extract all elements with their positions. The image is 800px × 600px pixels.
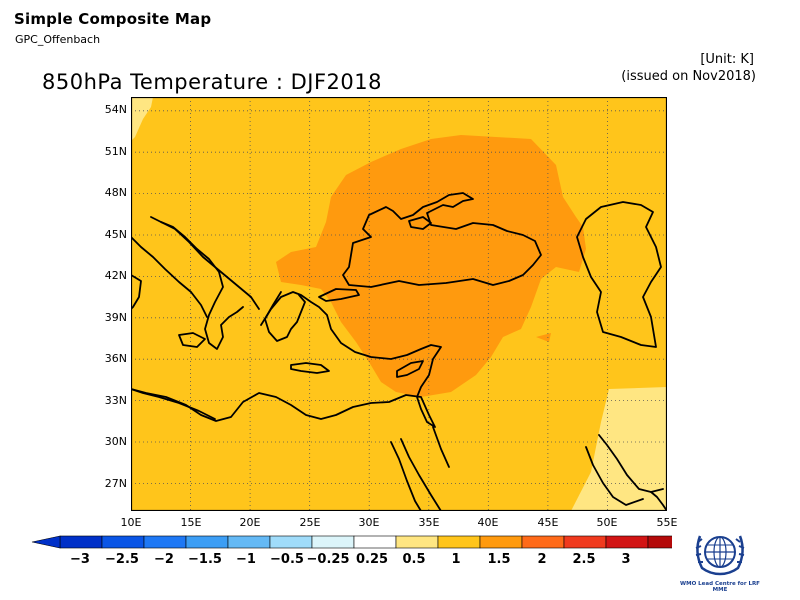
colorbar-tick-label: −1 xyxy=(236,552,256,567)
red-sea-coast xyxy=(400,438,442,511)
lon-label: 40E xyxy=(477,516,499,529)
colorbar-swatch xyxy=(521,535,565,549)
colorbar-tick-label: 2.5 xyxy=(572,552,596,567)
colorbar-tick-label: −0.25 xyxy=(306,552,350,567)
lon-label: 35E xyxy=(418,516,440,529)
logo-caption: WMO Lead Centre for LRF MME xyxy=(680,581,760,593)
issued-label: (issued on Nov2018) xyxy=(621,69,756,84)
lon-label: 15E xyxy=(180,516,202,529)
shading-orange-patch xyxy=(536,333,551,342)
lat-label: 39N xyxy=(104,311,127,324)
lon-label: 55E xyxy=(656,516,678,529)
colorbar-tick-label: −0.5 xyxy=(270,552,304,567)
shading-orange-core xyxy=(276,135,586,397)
lat-label: 45N xyxy=(104,228,127,241)
arabia-east-coast xyxy=(650,491,667,511)
persian-gulf-south-coast xyxy=(585,446,644,506)
lat-label: 48N xyxy=(104,186,127,199)
lon-label: 25E xyxy=(299,516,321,529)
gridlines xyxy=(131,97,667,511)
lat-label: 42N xyxy=(104,269,127,282)
colorbar xyxy=(31,535,672,549)
app-title: Simple Composite Map xyxy=(14,10,212,28)
colorbar-swatch xyxy=(143,535,187,549)
colorbar-swatch xyxy=(185,535,229,549)
black-sea-coast xyxy=(342,192,542,288)
colorbar-swatch xyxy=(605,535,649,549)
colorbar-tick-label: 3 xyxy=(621,552,631,567)
adriatic-coast xyxy=(160,221,260,310)
caspian-sea-coast xyxy=(576,201,662,348)
crete-coast xyxy=(290,362,330,374)
colorbar-tick-label: 1.5 xyxy=(487,552,511,567)
colorbar-swatch xyxy=(563,535,607,549)
greece-coast xyxy=(264,291,306,342)
wmo-emblem-icon xyxy=(690,528,750,576)
colorbar-tick-label: 0.25 xyxy=(355,552,389,567)
colorbar-swatch xyxy=(227,535,271,549)
map-frame xyxy=(131,97,667,511)
colorbar-swatch xyxy=(59,535,103,549)
lat-label: 54N xyxy=(104,103,127,116)
colorbar-tick-label: −2 xyxy=(154,552,174,567)
sicily-coast xyxy=(178,332,206,348)
lon-label: 50E xyxy=(596,516,618,529)
colorbar-swatch xyxy=(353,535,397,549)
shading-light-southeast xyxy=(571,387,667,511)
colorbar-tick-label: 0.5 xyxy=(402,552,426,567)
gulf-of-aqaba-coast xyxy=(432,426,450,468)
lon-label: 30E xyxy=(358,516,380,529)
cyprus-coast xyxy=(396,360,424,378)
north-africa-coast xyxy=(131,388,216,420)
lat-label: 36N xyxy=(104,352,127,365)
crimea-coast xyxy=(408,216,432,230)
colorbar-tick-label: 2 xyxy=(537,552,547,567)
source-label: GPC_Offenbach xyxy=(15,33,101,46)
lat-label: 30N xyxy=(104,435,127,448)
lon-label: 10E xyxy=(120,516,142,529)
colorbar-swatch xyxy=(395,535,439,549)
colorbar-swatch xyxy=(647,535,672,549)
lon-label: 45E xyxy=(537,516,559,529)
lat-label: 33N xyxy=(104,394,127,407)
colorbar-swatch xyxy=(479,535,523,549)
marmara-coast xyxy=(318,288,360,302)
lat-label: 51N xyxy=(104,145,127,158)
colorbar-min-arrow xyxy=(31,535,61,549)
sardinia-coast xyxy=(131,274,142,310)
shading-light-northwest xyxy=(131,97,153,141)
colorbar-swatch xyxy=(269,535,313,549)
red-sea-west-coast xyxy=(390,441,422,511)
map-panel xyxy=(131,97,667,511)
colorbar-swatch xyxy=(311,535,355,549)
colorbar-tick-label: −3 xyxy=(70,552,90,567)
colorbar-swatch xyxy=(101,535,145,549)
italy-west-coast xyxy=(131,236,208,318)
unit-label: [Unit: K] xyxy=(700,52,754,67)
map-canvas xyxy=(131,97,667,511)
lat-label: 27N xyxy=(104,477,127,490)
coastlines xyxy=(131,192,667,511)
colorbar-tick-label: 1 xyxy=(451,552,461,567)
colorbar-tick-label: −2.5 xyxy=(105,552,139,567)
mediterranean-coast xyxy=(131,291,442,428)
map-title: 850hPa Temperature : DJF2018 xyxy=(42,70,382,94)
colorbar-tick-label: −1.5 xyxy=(188,552,222,567)
colorbar-swatch xyxy=(437,535,481,549)
lon-label: 20E xyxy=(239,516,261,529)
